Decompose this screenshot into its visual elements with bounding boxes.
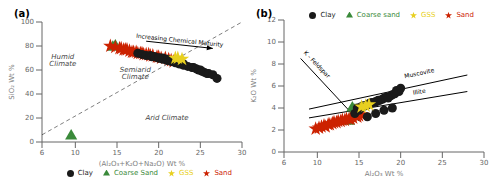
html-text:(a): (a) (14, 8, 30, 19)
svg-text:20: 20 (25, 114, 34, 122)
svg-text:2: 2 (272, 126, 276, 134)
svg-text:6: 6 (282, 159, 287, 167)
svg-text:Al₂O₃ Wt %: Al₂O₃ Wt % (365, 170, 404, 178)
svg-text:100: 100 (21, 18, 34, 26)
svg-text:Arid Climate: Arid Climate (144, 114, 188, 122)
svg-text:HumidClimate: HumidClimate (49, 53, 76, 69)
svg-text:15: 15 (113, 149, 122, 157)
svg-text:80: 80 (25, 42, 34, 50)
svg-text:25: 25 (438, 159, 447, 167)
html-text:GSS: GSS (179, 169, 194, 177)
html-text:Clay: Clay (320, 11, 336, 19)
html-text:Sand: Sand (214, 169, 232, 177)
svg-text:30: 30 (480, 159, 489, 167)
html-text:Sand: Sand (456, 11, 474, 19)
html-text:Coarse Sand: Coarse Sand (113, 169, 159, 177)
svg-text:4: 4 (272, 104, 277, 112)
svg-text:12: 12 (267, 16, 276, 24)
svg-text:(Al₂O₃+K₂O+Na₂O) Wt %: (Al₂O₃+K₂O+Na₂O) Wt % (99, 160, 186, 168)
svg-text:6: 6 (40, 149, 45, 157)
svg-text:10: 10 (313, 159, 322, 167)
svg-text:60: 60 (25, 66, 34, 74)
svg-text:20: 20 (154, 149, 163, 157)
svg-text:SiO₂ Wt %: SiO₂ Wt % (8, 64, 16, 100)
svg-text:SemiaridClimate: SemiaridClimate (120, 66, 152, 82)
svg-text:Increasing Chemical Maturity: Increasing Chemical Maturity (136, 32, 224, 49)
svg-text:6: 6 (272, 82, 277, 90)
html-text:(b): (b) (256, 8, 273, 19)
svg-text:Illite: Illite (412, 87, 426, 96)
html-text:Coarse sand: Coarse sand (356, 11, 401, 19)
svg-text:K₂O Wt %: K₂O Wt % (250, 69, 258, 103)
svg-text:15: 15 (355, 159, 364, 167)
html-text:GSS: GSS (421, 11, 436, 19)
svg-text:10: 10 (267, 38, 276, 46)
svg-text:0: 0 (30, 138, 34, 146)
svg-text:30: 30 (238, 149, 247, 157)
svg-text:0: 0 (272, 148, 276, 156)
svg-text:Muscovite: Muscovite (404, 66, 435, 79)
svg-text:40: 40 (25, 90, 34, 98)
svg-text:K - Feldspar: K - Feldspar (302, 49, 333, 80)
svg-text:10: 10 (71, 149, 80, 157)
html-text:Clay: Clay (77, 169, 93, 177)
svg-text:8: 8 (272, 60, 276, 68)
svg-text:25: 25 (196, 149, 205, 157)
svg-text:20: 20 (396, 159, 405, 167)
